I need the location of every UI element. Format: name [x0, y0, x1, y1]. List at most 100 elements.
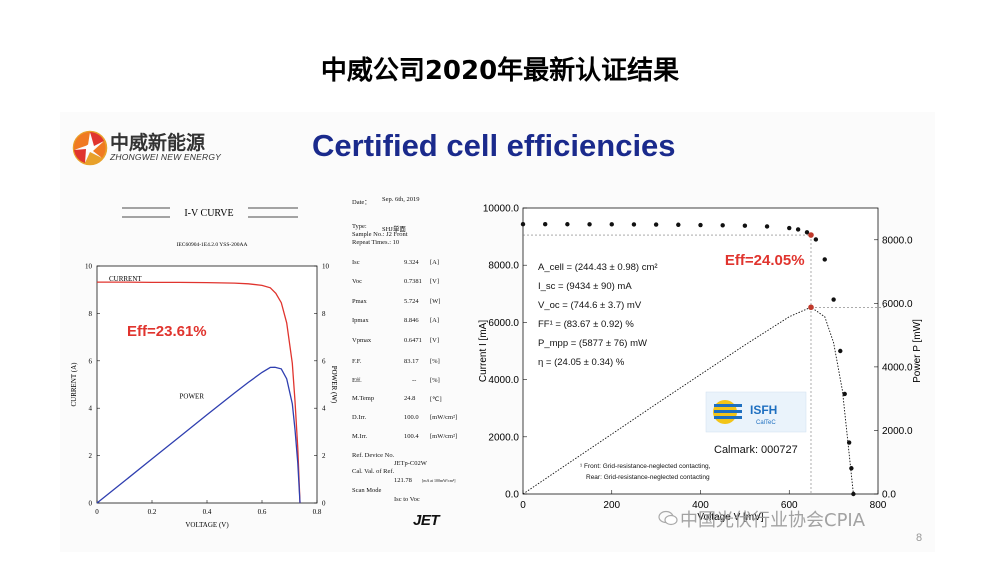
left-plot-frame: [96, 265, 318, 504]
iv-heading-text: I-V CURVE: [184, 208, 233, 219]
current-point: [822, 257, 827, 262]
mpp-current-point: [808, 232, 814, 238]
current-point: [542, 221, 548, 227]
left-y-tick-label: 0: [89, 500, 93, 508]
mpp-power-point: [808, 304, 814, 311]
current-point: [804, 230, 810, 235]
right-y2-tick-label: 4000.0: [882, 362, 913, 373]
meta-eff-value: --: [412, 377, 417, 384]
left-y2-tick-label: 6: [322, 357, 326, 365]
right-y2-axis-label: Power P [mW]: [912, 319, 923, 383]
jet-logo: JET: [413, 512, 440, 529]
meta-voc-label: Voc: [352, 278, 362, 285]
right-y2-tick-label: 0.0: [882, 490, 896, 501]
left-y2-axis-label: POWER (W): [330, 366, 338, 404]
meta-isc-label: Isc: [352, 259, 360, 266]
meta-voc-unit: [V]: [430, 278, 440, 285]
left-series-current-line: [97, 281, 301, 504]
left-y-tick-label: 2: [89, 452, 93, 460]
iv-standard: IEC60904-1E4.2.0 YSS-200AA: [177, 242, 248, 248]
left-legend-current: CURRENT: [109, 275, 142, 283]
meta-dirr-unit: [mW/cm²]: [430, 414, 458, 421]
current-point: [813, 237, 819, 242]
meta-pmax-label: Pmax: [352, 298, 367, 305]
param-acell: A_cell = (244.43 ± 0.98) cm²: [538, 262, 658, 273]
left-x-tick-label: 0.2: [148, 508, 157, 516]
current-point: [565, 222, 570, 227]
current-point: [851, 491, 856, 497]
param-isc: I_sc = (9434 ± 90) mA: [538, 281, 632, 292]
meta-ff-value: 83.17: [404, 358, 419, 365]
left-y2-tick-label: 8: [322, 310, 326, 318]
right-x-tick-label: 400: [692, 500, 709, 511]
right-eff-annotation: Eff=24.05%: [725, 252, 805, 269]
right-y-tick-label: 0.0: [505, 490, 519, 501]
right-x-tick-label: 600: [781, 500, 798, 511]
meta-date-value: Sep. 6th, 2019: [382, 196, 420, 203]
meta-pmax-value: 5.724: [404, 298, 419, 305]
right-y2-tick-label: 2000.0: [882, 426, 913, 437]
current-point: [720, 223, 725, 228]
param-ff: FF¹ = (83.67 ± 0.92) %: [538, 319, 634, 330]
current-point: [795, 227, 801, 232]
right-y-tick-label: 10000.0: [483, 204, 520, 215]
meta-mtemp-label: M.Temp: [352, 395, 375, 402]
wechat-icon: [658, 510, 678, 526]
left-y-tick-label: 6: [89, 357, 93, 365]
meta-mirr-label: M.Irr.: [352, 433, 368, 440]
left-y-axis-label: CURRENT (A): [70, 362, 78, 407]
logo-english-name: ZHONGWEI NEW ENERGY: [110, 152, 221, 162]
meta-isc-value: 9.324: [404, 259, 419, 266]
left-y2-tick-label: 2: [322, 452, 326, 460]
meta-ref-label: Ref. Device No.: [352, 452, 395, 459]
jet-iv-curve-chart: I-V CURVE IEC60904-1E4.2.0 YSS-200AA 0 0.…: [70, 207, 338, 529]
meta-repeat: Repeat Times.: 10: [352, 239, 400, 246]
meta-mirr-value: 100.4: [404, 433, 419, 440]
meta-dirr-label: D.Irr.: [352, 414, 367, 421]
left-x-tick-label: 0.8: [313, 508, 322, 516]
left-eff-annotation: Eff=23.61%: [127, 323, 207, 340]
meta-vpmax-value: 0.6471: [404, 337, 422, 344]
isfh-label: ISFH: [750, 403, 777, 417]
current-point: [742, 223, 748, 228]
meta-type-label: Type:: [352, 223, 367, 230]
param-eta: η = (24.05 ± 0.34) %: [538, 357, 625, 368]
current-point: [520, 221, 526, 227]
meta-isc-unit: [A]: [430, 259, 440, 266]
meta-eff-label: Eff.: [352, 377, 362, 384]
current-point: [831, 297, 836, 302]
iv-heading: I-V CURVE: [122, 207, 298, 219]
left-x-tick-label: 0.6: [258, 508, 267, 516]
meta-ff-unit: [%]: [430, 358, 440, 365]
current-point: [653, 222, 659, 227]
meta-mirr-unit: [mW/cm²]: [430, 433, 458, 440]
left-series-power-line: [96, 366, 301, 504]
footnote-2: Rear: Grid-resistance-neglected contacti…: [586, 474, 710, 481]
isfh-sub: CalTeC: [756, 420, 776, 426]
right-y2-tick-label: 6000.0: [882, 299, 913, 310]
meta-vpmax-label: Vpmax: [352, 337, 372, 344]
left-x-tick-label: 0.4: [203, 508, 212, 516]
meta-ref-value: JETp-C02W: [394, 460, 427, 467]
meta-eff-unit: [%]: [430, 377, 440, 384]
footnote-1: ¹ Front: Grid-resistance-neglected conta…: [580, 463, 711, 470]
meta-cal-unit: [mA at 100mW/cm²]: [422, 478, 456, 483]
zhongwei-logo-icon: [72, 130, 108, 166]
left-y2-tick-label: 10: [322, 263, 330, 271]
isfh-logo-icon: ISFH CalTeC: [705, 391, 807, 433]
meta-type-value: SHJ単面: [382, 226, 406, 233]
left-y-tick-label: 8: [89, 310, 93, 318]
page-number: 8: [916, 532, 923, 544]
meta-scan-label: Scan Mode: [352, 487, 382, 494]
param-voc: V_oc = (744.6 ± 3.7) mV: [538, 300, 642, 311]
left-x-tick-label: 0: [95, 508, 99, 516]
right-y-tick-label: 4000.0: [488, 375, 519, 386]
right-x-tick-label: 200: [603, 500, 620, 511]
current-point: [631, 222, 637, 227]
cpia-watermark: 中国光伏行业协会CPIA: [680, 510, 866, 531]
right-y2-tick-label: 8000.0: [882, 235, 913, 246]
slide-title: 中威公司2020年最新认证结果: [320, 56, 680, 86]
meta-vpmax-unit: [V]: [430, 337, 440, 344]
current-point: [587, 222, 592, 227]
meta-ff-label: F.F.: [352, 358, 362, 365]
